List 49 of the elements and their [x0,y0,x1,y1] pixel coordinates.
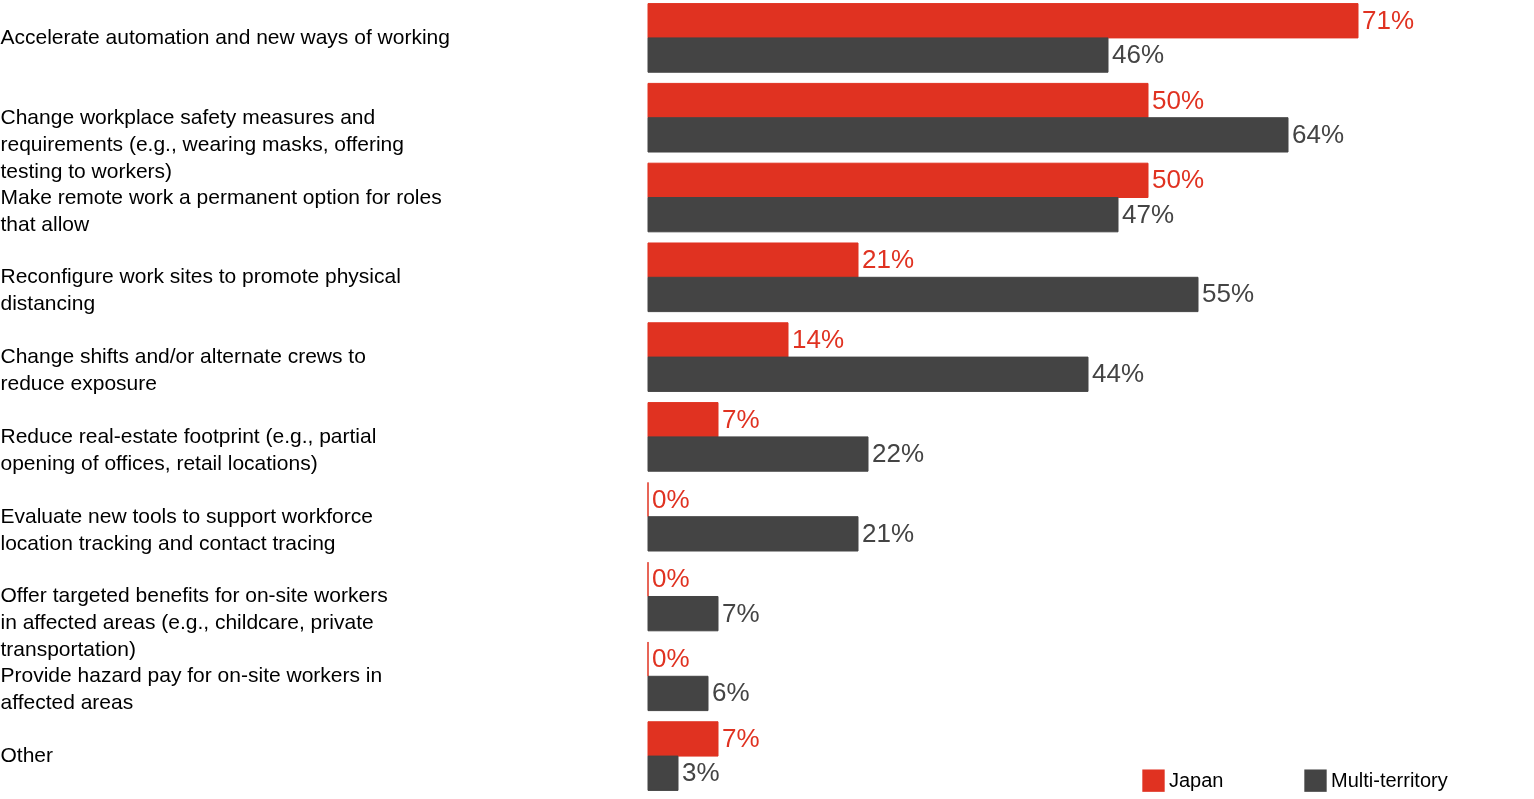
data-label: 64% [1292,118,1345,149]
bar [647,242,859,278]
data-label: 47% [1122,198,1175,229]
data-label: 6% [712,677,750,708]
bar [647,595,719,632]
data-label: 14% [792,323,845,354]
bar [647,276,1199,313]
bar [647,37,1109,73]
bar [647,436,869,472]
data-label: 46% [1112,39,1165,70]
data-label: 7% [722,722,760,753]
y-tick-label: Reduce real-estate footprint (e.g., partial opening of offices, retail locations) [0,423,377,474]
bar [647,755,679,791]
data-label: 3% [682,757,720,788]
y-tick-label: Accelerate automation and new ways of working [0,24,450,48]
legend-label: Multi-territory [1331,768,1448,791]
y-tick-label: Evaluate new tools to support workforce location tracking and contact tracing [0,503,373,554]
data-label: 50% [1152,84,1205,115]
y-tick-label: Change workplace safety measures and requirements (e.g., wearing masks, offering testing to workers) [0,104,404,182]
bar [647,322,789,358]
bar [647,117,1289,153]
bar [647,82,1149,119]
data-label: 21% [862,244,915,275]
bar [647,356,1089,392]
data-label: 7% [722,597,760,628]
bar [647,516,859,552]
data-label: 0% [652,563,690,594]
data-label: 21% [862,517,915,548]
y-tick-label: Reconfigure work sites to promote physical distancing [0,264,401,315]
data-label: 22% [872,438,925,469]
data-label: 0% [652,643,690,674]
bar [647,162,1149,199]
legend-label: Japan [1169,768,1224,791]
data-label: 71% [1362,4,1415,35]
y-tick-label: Provide hazard pay for on-site workers in affected areas [0,663,383,714]
bar [647,721,719,757]
bar [647,675,709,712]
y-tick-label: Other [0,743,54,767]
data-label: 50% [1152,164,1205,195]
data-label: 44% [1092,358,1145,389]
y-tick-label: Make remote work a permanent option for roles that allow [0,184,442,235]
y-tick-label: Offer targeted benefits for on-site workers in affected areas (e.g., childcare, private transportation) [0,583,388,661]
bar [647,3,1359,39]
bar [647,197,1119,233]
data-label: 55% [1202,278,1255,309]
data-label: 7% [722,403,760,434]
bar [647,402,719,438]
y-tick-label: Change shifts and/or alternate crews to reduce exposure [0,344,366,395]
data-label: 0% [652,483,690,514]
